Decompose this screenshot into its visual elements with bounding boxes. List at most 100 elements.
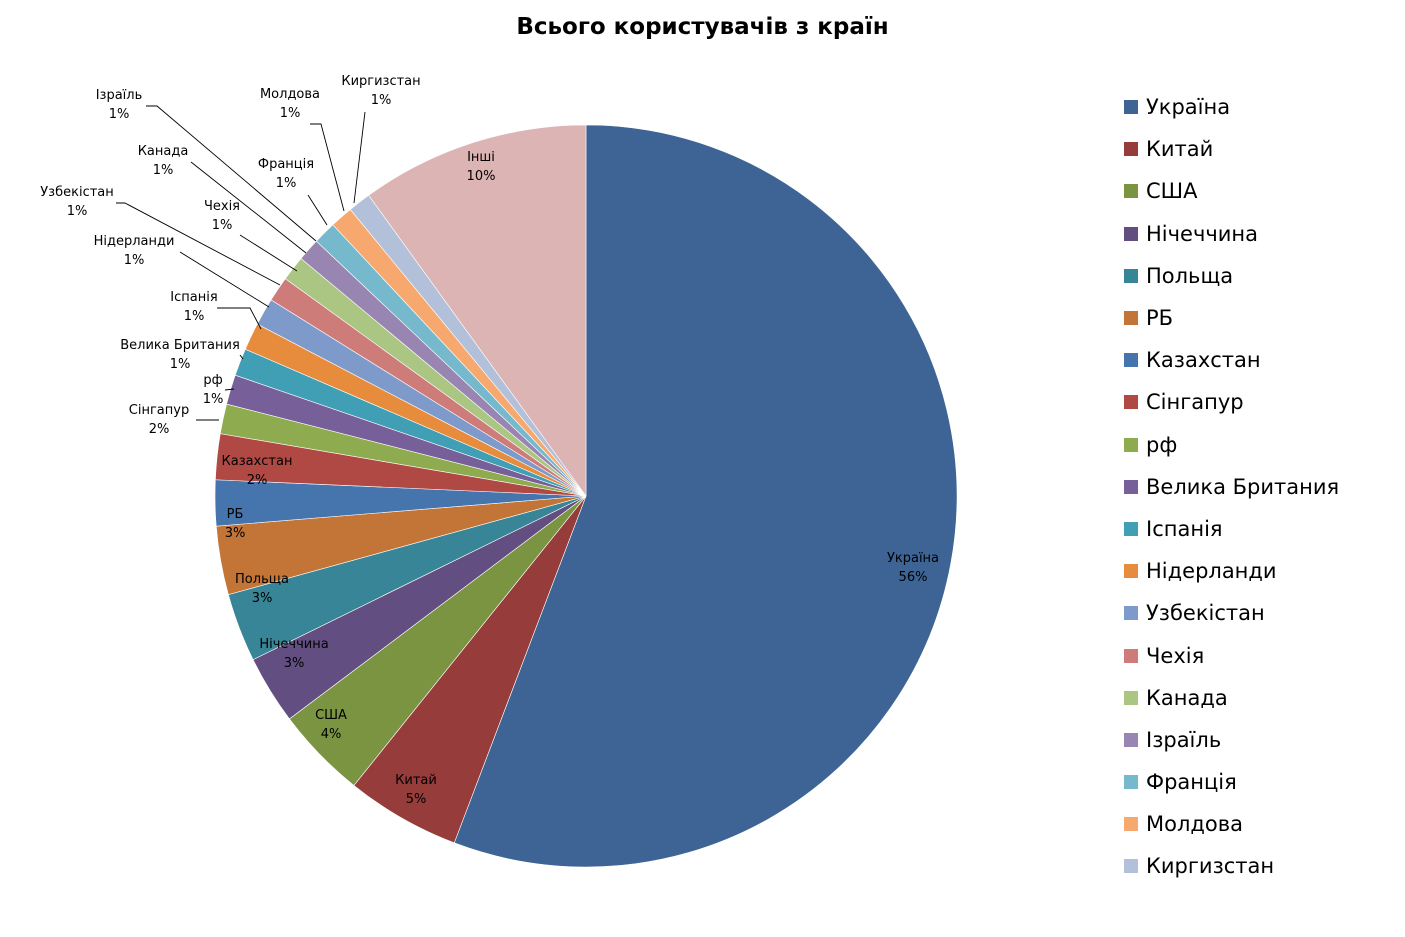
legend-label: Україна	[1146, 95, 1231, 120]
slice-label-percent: 1%	[203, 392, 224, 407]
leader-lines	[116, 105, 366, 421]
legend-swatch	[1124, 142, 1138, 157]
slice-label: Казахстан 2%	[222, 454, 293, 488]
legend-label: Польща	[1146, 263, 1234, 288]
slice-label: Франція 1%	[258, 157, 314, 191]
slice-label-name: Інші	[467, 150, 495, 165]
legend-item: Чехія	[1124, 634, 1339, 676]
slice-label-percent: 1%	[212, 218, 233, 233]
legend-label: РБ	[1146, 306, 1174, 331]
slice-label-percent: 1%	[124, 253, 145, 268]
slice-label-name: Нічеччина	[259, 637, 328, 652]
legend-swatch	[1124, 817, 1138, 832]
slice-label: Нічеччина 3%	[259, 637, 328, 671]
slice-label-percent: 2%	[149, 422, 170, 437]
chart-legend: Україна Китай США Нічеччина Польща РБ Казахста…	[1124, 86, 1339, 888]
slice-label: Киргизстан 1%	[341, 74, 420, 108]
legend-item: Ізраїль	[1124, 719, 1339, 761]
slice-label-name: Канада	[138, 144, 189, 159]
chart-title: Всього користувачів з країн	[516, 14, 889, 40]
legend-item: Україна	[1124, 86, 1339, 128]
slice-label-percent: 1%	[184, 309, 205, 324]
slice-label: Канада 1%	[138, 144, 189, 178]
slice-label: Інші 10%	[467, 150, 496, 184]
legend-label: Франція	[1146, 770, 1237, 795]
legend-label: Киргизстан	[1146, 854, 1275, 879]
slice-label-percent: 1%	[371, 93, 392, 108]
slice-label-percent: 1%	[276, 176, 297, 191]
leader-line	[310, 123, 345, 212]
legend-item: Канада	[1124, 677, 1339, 719]
legend-label: Сінгапур	[1146, 390, 1244, 415]
leader-line	[190, 161, 307, 254]
legend-label: Нічеччина	[1146, 221, 1259, 246]
slice-label-name: Польща	[235, 572, 289, 587]
slice-label: Іспанія 1%	[170, 290, 217, 324]
legend-item: Франція	[1124, 761, 1339, 803]
legend-label: Нідерланди	[1146, 559, 1277, 584]
legend-item: Молдова	[1124, 803, 1339, 845]
slice-label: Узбекістан 1%	[40, 185, 114, 219]
legend-item: рф	[1124, 424, 1339, 466]
slice-label-name: Іспанія	[170, 290, 217, 305]
slice-label-percent: 1%	[280, 106, 301, 121]
pie-slice	[368, 124, 587, 497]
slice-label-name: Казахстан	[222, 454, 293, 469]
slice-label-percent: 10%	[467, 169, 496, 184]
pie-slices	[214, 124, 958, 868]
legend-label: Молдова	[1146, 812, 1244, 837]
slice-labels: Україна 56% Китай 5% США 4% Нічеччина 3% Польща 3…	[40, 74, 939, 807]
slice-label-name: Ізраїль	[96, 88, 143, 103]
legend-label: Іспанія	[1146, 516, 1223, 541]
slice-label-name: Нідерланди	[94, 234, 175, 249]
slice-label-percent: 1%	[153, 163, 174, 178]
slice-label: Ізраїль 1%	[96, 88, 143, 122]
legend-item: Польща	[1124, 255, 1339, 297]
slice-label-name: Узбекістан	[40, 185, 114, 200]
slice-label-name: США	[315, 708, 347, 723]
legend-label: Ізраїль	[1146, 727, 1222, 752]
legend-swatch	[1124, 226, 1138, 241]
legend-swatch	[1124, 521, 1138, 536]
leader-line	[307, 194, 328, 226]
legend-swatch	[1124, 268, 1138, 283]
legend-label: США	[1146, 179, 1198, 204]
legend-item: Сінгапур	[1124, 381, 1339, 423]
legend-swatch	[1124, 648, 1138, 663]
legend-item: Нідерланди	[1124, 550, 1339, 592]
legend-item: Узбекістан	[1124, 592, 1339, 634]
slice-label-percent: 1%	[109, 107, 130, 122]
slice-label-percent: 3%	[284, 656, 305, 671]
legend-label: Узбекістан	[1146, 601, 1265, 626]
legend-swatch	[1124, 690, 1138, 705]
legend-label: Казахстан	[1146, 348, 1261, 373]
legend-swatch	[1124, 184, 1138, 199]
slice-label-percent: 5%	[406, 792, 427, 807]
slice-label: Велика Британия 1%	[120, 338, 240, 372]
leader-line	[217, 307, 262, 330]
leader-line	[353, 111, 366, 204]
leader-line	[239, 354, 244, 360]
legend-label: Чехія	[1146, 643, 1205, 668]
slice-label: Молдова 1%	[260, 87, 320, 121]
legend-label: Велика Британия	[1146, 474, 1340, 499]
slice-label-name: Велика Британия	[120, 338, 240, 353]
legend-swatch	[1124, 353, 1138, 368]
legend-swatch	[1124, 859, 1138, 874]
slice-label: Польща 3%	[235, 572, 289, 606]
slice-label-name: Сінгапур	[129, 403, 189, 418]
slice-label-name: Молдова	[260, 87, 320, 102]
legend-item: РБ	[1124, 297, 1339, 339]
legend-swatch	[1124, 479, 1138, 494]
leader-line	[146, 105, 317, 242]
slice-label: рф 1%	[203, 373, 224, 407]
legend-item: Киргизстан	[1124, 845, 1339, 887]
slice-label: Сінгапур 2%	[129, 403, 189, 437]
slice-label: РБ 3%	[225, 507, 246, 541]
legend-item: США	[1124, 170, 1339, 212]
legend-label: Китай	[1146, 137, 1214, 162]
legend-swatch	[1124, 775, 1138, 790]
slice-label-name: Франція	[258, 157, 314, 172]
slice-label-name: РБ	[227, 507, 244, 522]
